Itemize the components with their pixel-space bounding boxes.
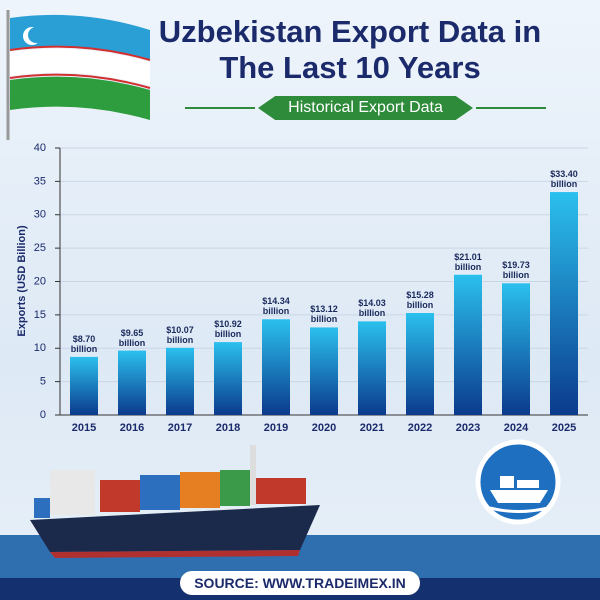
bar — [454, 274, 482, 415]
x-tick-label: 2018 — [216, 422, 240, 434]
y-tick-label: 30 — [34, 209, 46, 221]
bar — [118, 350, 146, 415]
bar — [406, 313, 434, 415]
value-label: $14.03 billion — [358, 298, 386, 319]
bar — [550, 192, 578, 415]
value-label: $19.73 billion — [502, 260, 530, 281]
source: SOURCE: WWW.TRADEIMEX.IN — [180, 571, 420, 595]
x-tick-label: 2015 — [72, 422, 96, 434]
value-label: $21.01 billion — [454, 251, 482, 272]
value-label: $15.28 billion — [406, 290, 434, 310]
y-axis-label: Exports (USD Billion) — [16, 225, 28, 337]
x-tick-label: 2017 — [168, 422, 192, 434]
y-tick-label: 25 — [34, 242, 46, 254]
subtitle: Historical Export Data — [258, 96, 473, 120]
value-label: $13.12 billion — [310, 304, 338, 325]
x-tick-label: 2025 — [552, 422, 576, 434]
value-label: $10.92 billion — [214, 319, 242, 340]
x-tick-label: 2019 — [264, 422, 288, 434]
bar — [358, 321, 386, 415]
value-label: $10.07 billion — [166, 324, 194, 345]
y-tick-label: 15 — [34, 309, 46, 321]
x-tick-label: 2016 — [120, 422, 144, 434]
ship — [30, 445, 320, 558]
bar — [70, 356, 98, 415]
y-tick-label: 40 — [34, 142, 46, 154]
bar — [262, 319, 290, 415]
y-tick-label: 20 — [34, 275, 46, 287]
title: Uzbekistan Export Data in The Last 10 Ye… — [158, 14, 542, 85]
y-tick-label: 5 — [40, 376, 46, 388]
flag — [6, 10, 151, 140]
x-tick-label: 2020 — [312, 422, 336, 434]
x-tick-label: 2022 — [408, 422, 432, 434]
bar — [310, 327, 338, 415]
y-tick-label: 35 — [34, 175, 46, 187]
bar — [166, 347, 194, 415]
y-tick-label: 0 — [40, 409, 46, 421]
x-tick-label: 2023 — [456, 422, 480, 434]
value-label: $14.34 billion — [262, 296, 290, 317]
x-tick-label: 2024 — [504, 422, 529, 434]
x-tick-label: 2021 — [360, 422, 384, 434]
value-label: $9.65 billion — [118, 327, 146, 348]
value-label: $33.40 billion — [550, 169, 578, 190]
bar — [214, 342, 242, 415]
ship-icon — [475, 439, 561, 525]
y-tick-label: 10 — [34, 342, 46, 354]
bar — [502, 283, 530, 415]
value-label: $8.70 billion — [70, 333, 98, 354]
